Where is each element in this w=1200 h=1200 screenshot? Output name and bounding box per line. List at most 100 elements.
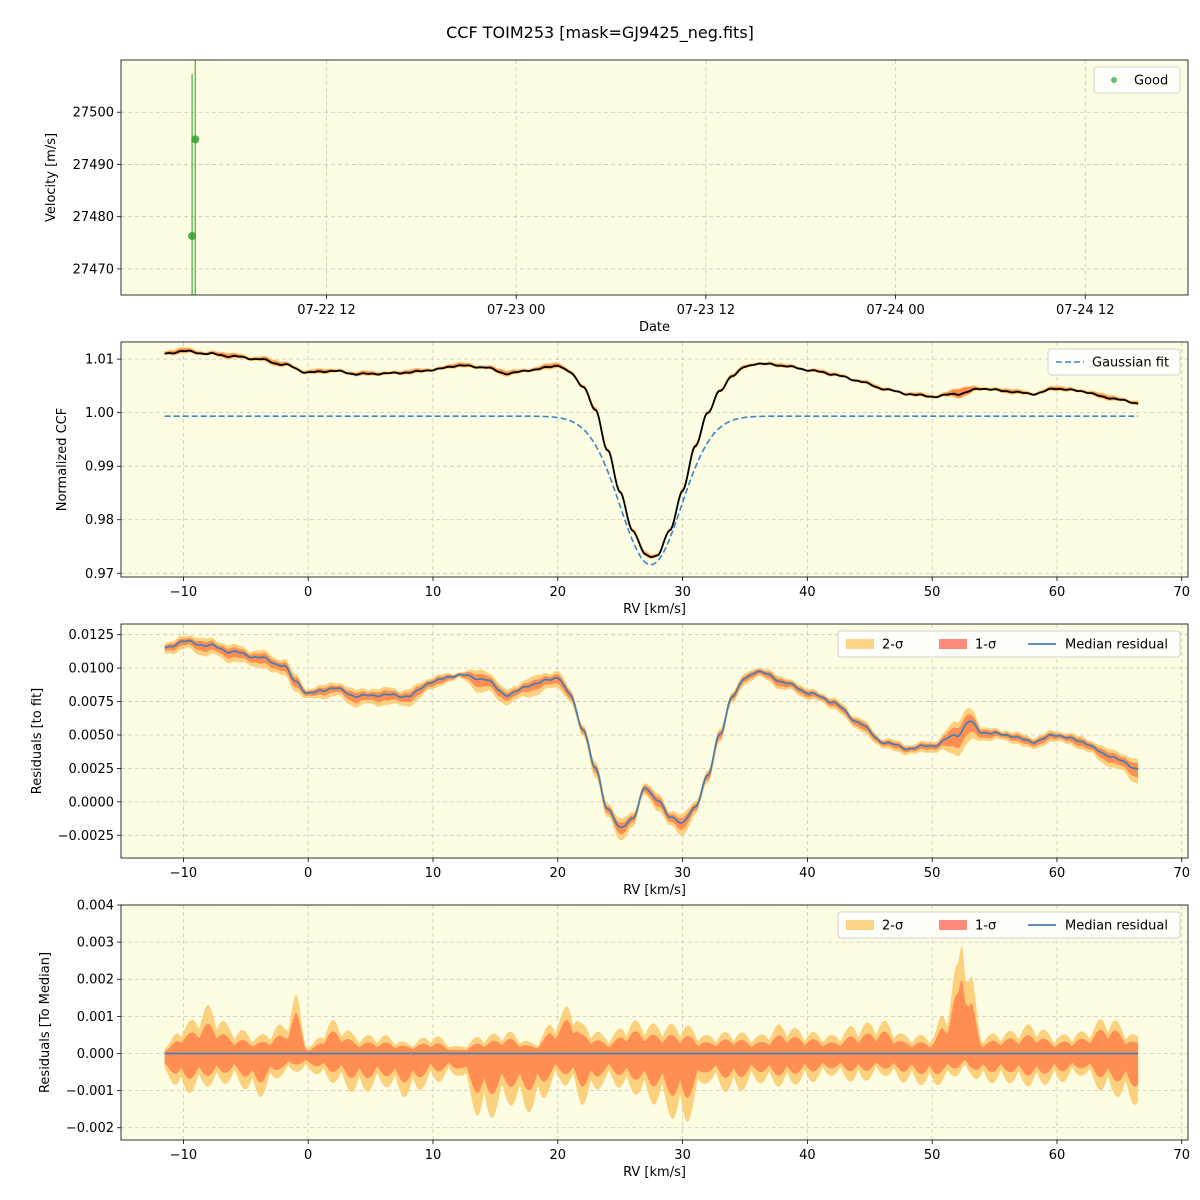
y-tick-label: −0.001 [66,1084,114,1099]
x-tick-label: 60 [1049,585,1066,600]
velocity-point [188,231,197,240]
x-tick-label: 40 [799,585,816,600]
x-tick-label: 20 [550,585,567,600]
y-tick-label: 0.0000 [69,795,115,810]
x-axis-label: Date [639,320,670,335]
legend-label-median: Median residual [1065,919,1168,934]
x-tick-label: −10 [170,585,197,600]
legend-label-good: Good [1134,74,1168,89]
x-tick-label: 60 [1049,1148,1066,1163]
x-tick-label: 0 [304,866,312,881]
x-tick-label: 07-24 00 [866,303,924,318]
y-tick-label: 0.0075 [69,695,115,710]
y-tick-label: 0.97 [85,567,114,582]
panel-background [121,905,1188,1140]
y-axis-label: Normalized CCF [55,408,70,512]
legend-label-2sigma: 2-σ [882,919,903,934]
median-residual-line [164,639,1139,829]
legend-label-1sigma: 1-σ [975,638,996,653]
y-tick-label: 27490 [73,158,114,173]
y-tick-label: 0.001 [77,1010,114,1025]
figure-title: CCF TOIM253 [mask=GJ9425_neg.fits] [446,23,754,43]
x-axis-label: RV [km/s] [623,602,686,617]
x-tick-label: 07-23 00 [487,303,545,318]
x-axis-label: RV [km/s] [623,883,686,898]
x-tick-label: 07-24 12 [1056,303,1114,318]
legend-box [1047,348,1181,376]
panel-1: 07-22 12 07-23 00 07-23 12 07-24 00 07-24 12… [44,59,1189,335]
x-tick-label: 40 [799,1148,816,1163]
panel-background [121,342,1188,577]
x-tick-label: 70 [1173,1148,1190,1163]
plot-area [188,60,200,295]
x-tick-label: −10 [170,1148,197,1163]
y-tick-label: 0.004 [77,899,114,914]
x-tick-label: 0 [304,585,312,600]
x-tick-label: 30 [674,866,691,881]
plot-area [164,347,1139,566]
x-tick-label: 50 [924,1148,941,1163]
x-tick-label: 10 [425,1148,442,1163]
x-tick-label: −10 [170,866,197,881]
panel-2: −10 0 10 20 30 40 50 60 70 0.97 0.98 0.99 1.00 1.01 RV… [55,341,1190,617]
y-tick-label: 0.0100 [69,662,115,677]
legend-marker-2sigma [846,920,874,930]
legend-marker-2sigma [846,639,874,649]
legend-marker-1sigma [939,639,967,649]
legend-label-gaussian: Gaussian fit [1092,356,1169,371]
y-tick-label: 1.00 [85,406,114,421]
x-tick-label: 20 [550,866,567,881]
plot-area [164,946,1139,1123]
y-tick-label: 27470 [73,262,114,277]
x-tick-label: 20 [550,1148,567,1163]
x-tick-label: 10 [425,866,442,881]
y-tick-label: 0.98 [85,513,114,528]
legend-marker-good [1111,77,1117,83]
ccf-line [164,349,1139,559]
y-tick-label: 0.002 [77,973,114,988]
legend-label-1sigma: 1-σ [975,919,996,934]
legend-label-2sigma: 2-σ [882,638,903,653]
y-tick-label: 27500 [73,106,114,121]
plot-area [164,635,1139,841]
panel-background [121,60,1188,295]
y-tick-label: 0.0025 [69,762,115,777]
y-axis-label: Residuals [to fit] [30,688,45,794]
x-axis-label: RV [km/s] [623,1165,686,1180]
legend-box [1093,66,1181,94]
y-tick-label: 0.0125 [69,628,115,643]
x-tick-label: 60 [1049,866,1066,881]
panel-frame [120,623,1189,859]
y-tick-label: 1.01 [85,353,114,368]
legend-box [837,911,1181,939]
velocity-point [191,135,200,144]
y-tick-label: −0.002 [66,1121,114,1136]
x-tick-label: 30 [674,585,691,600]
ccf-uncertainty-band [164,347,1139,559]
y-axis-label: Velocity [m/s] [44,133,59,222]
x-tick-label: 50 [924,866,941,881]
panel-frame [120,341,1189,578]
y-tick-label: 0.000 [77,1047,114,1062]
panel-3: −10 0 10 20 30 40 50 60 70 −0.0025 0.0000 0.0025 0.0… [30,623,1190,898]
legend-label-median: Median residual [1065,638,1168,653]
y-tick-label: 27480 [73,210,114,225]
x-tick-label: 40 [799,866,816,881]
x-tick-label: 07-22 12 [297,303,355,318]
y-axis-label: Residuals [To Median] [38,952,53,1093]
x-tick-label: 30 [674,1148,691,1163]
x-tick-label: 07-23 12 [677,303,735,318]
panels: 07-22 12 07-23 00 07-23 12 07-24 00 07-24 12… [30,59,1190,1180]
x-tick-label: 50 [924,585,941,600]
legend-box [837,630,1181,658]
x-tick-label: 70 [1173,585,1190,600]
median-1sigma-band [164,980,1139,1098]
gaussian-fit-line [164,415,1139,566]
x-tick-label: 0 [304,1148,312,1163]
x-tick-label: 70 [1173,866,1190,881]
panel-frame [120,904,1189,1141]
y-tick-label: 0.0050 [69,728,115,743]
x-tick-label: 10 [425,585,442,600]
y-tick-label: 0.003 [77,936,114,951]
